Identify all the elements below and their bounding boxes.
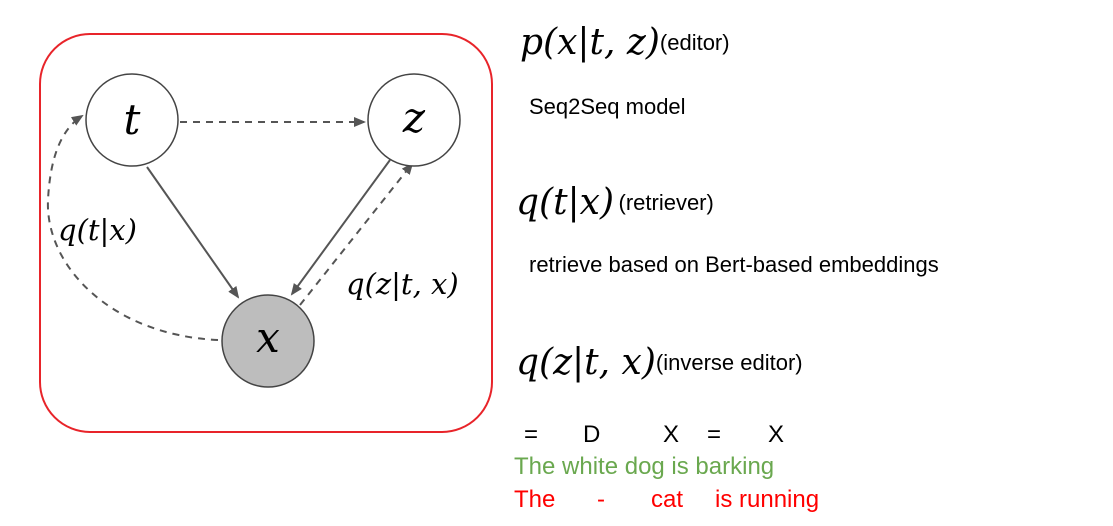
graphical-model-diagram: t z x q(t|x) q(z|t, x) (39, 33, 493, 433)
edge-z-to-x (290, 159, 391, 296)
edge-label-q-t-x: q(t|x) (58, 213, 137, 247)
node-t-label: t (124, 95, 141, 144)
edge-x-to-z-dashed (299, 162, 414, 306)
node-x-observed (221, 294, 315, 388)
edit-op: X (663, 421, 680, 448)
edit-op: D (583, 421, 601, 448)
retriever-formula: q(t|x) (516, 182, 615, 223)
inverse-editor-role: (inverse editor) (655, 350, 803, 375)
example-target-token: cat (651, 486, 684, 513)
example-source-sentence: The white dog is barking (514, 453, 775, 480)
model-frame (39, 33, 493, 433)
inverse-editor-formula: q(z|t, x) (516, 342, 656, 383)
retriever-formula-row: q(t|x) (retriever) (516, 182, 714, 223)
edit-op: X (768, 421, 785, 448)
example-target-token: - (597, 486, 605, 513)
editor-formula: p(x|t, z) (520, 22, 660, 63)
inverse-editor-formula-row: q(z|t, x)(inverse editor) (516, 342, 803, 383)
node-x-label: x (256, 313, 280, 362)
retriever-description: retrieve based on Bert-based embeddings (529, 252, 939, 277)
editor-description: Seq2Seq model (529, 94, 686, 119)
edit-op: = (524, 421, 539, 448)
edge-label-q-z-tx: q(z|t, x) (346, 267, 459, 301)
node-z-label: z (402, 93, 426, 142)
editor-role: (editor) (659, 30, 730, 55)
node-t (85, 73, 179, 167)
edge-x-to-t-dashed (46, 114, 219, 341)
node-z (367, 73, 461, 167)
retriever-role: (retriever) (618, 190, 714, 215)
edge-t-to-x (146, 166, 240, 299)
edit-op: = (707, 421, 722, 448)
example-target-token: The (514, 486, 556, 513)
example-target-token: is running (715, 486, 820, 513)
editor-formula-row: p(x|t, z)(editor) (520, 22, 730, 63)
